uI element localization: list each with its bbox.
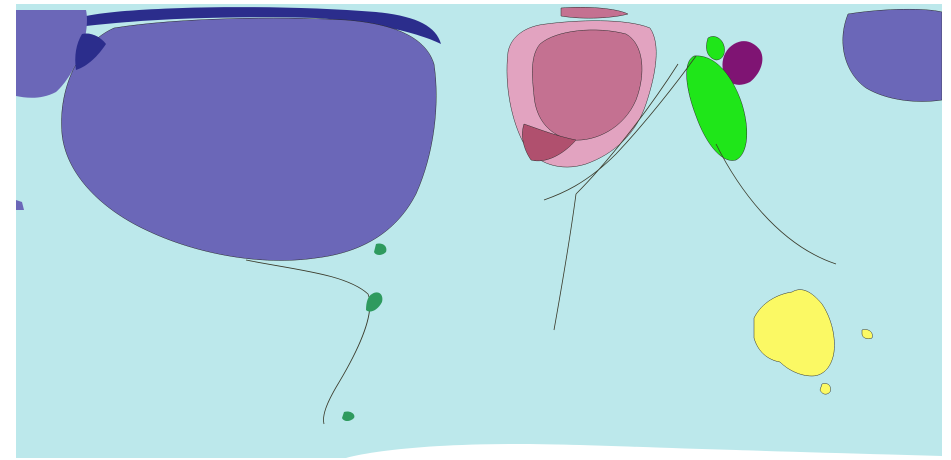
south-america-blob-1 <box>366 292 383 312</box>
asia-thread-south <box>715 143 837 265</box>
europe-south <box>522 123 577 162</box>
north-america-arctic <box>86 7 441 45</box>
australia-tasmania <box>819 383 831 395</box>
world-cartogram-map <box>16 4 942 458</box>
north-america-islands <box>75 33 106 70</box>
australia-mainland <box>753 289 835 377</box>
africa-thread-2 <box>543 55 697 201</box>
north-america-region <box>16 7 441 261</box>
europe-central <box>532 29 643 141</box>
africa-thread-3 <box>575 63 679 195</box>
south-america-blob-3 <box>342 411 355 421</box>
north-america-east-wrap <box>842 8 942 102</box>
south-america-region <box>245 243 387 425</box>
africa-region <box>543 55 837 331</box>
south-america-blob-2 <box>374 243 387 255</box>
south-america-thread <box>245 259 371 425</box>
east-asia-small <box>706 36 725 61</box>
north-america-mainland <box>61 17 437 261</box>
map-canvas <box>16 4 942 458</box>
north-america-west-fragment <box>16 10 87 98</box>
west-edge-sliver <box>16 200 24 210</box>
europe-region <box>506 7 657 168</box>
east-asia-region <box>686 36 747 161</box>
middle-east-region <box>722 41 763 85</box>
new-zealand <box>861 329 873 340</box>
antarctica-region <box>346 444 942 458</box>
africa-thread-1 <box>553 193 577 331</box>
australia-region <box>753 289 873 395</box>
east-asia-main <box>686 55 747 161</box>
europe-north-cap <box>560 7 629 19</box>
